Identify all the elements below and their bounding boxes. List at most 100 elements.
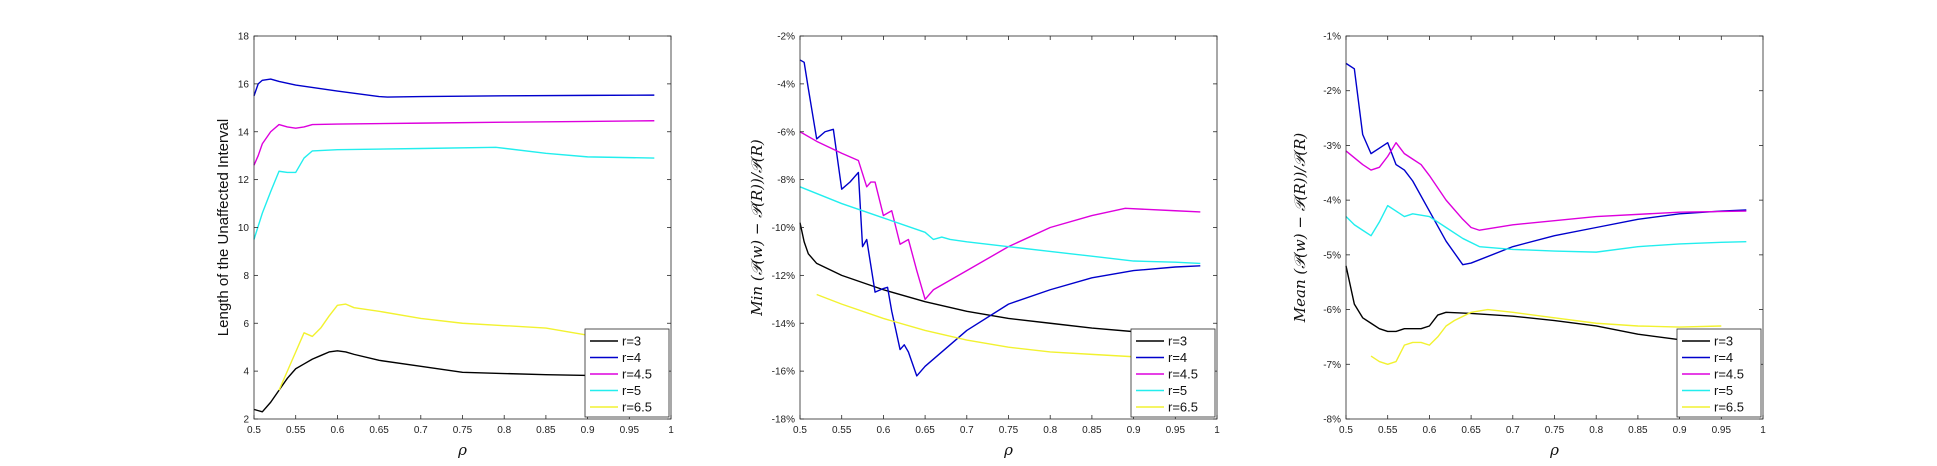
x-tick-label: 0.6 <box>876 425 890 436</box>
legend-entry-label: r=6.5 <box>1168 400 1198 415</box>
y-tick-label: -12% <box>772 271 795 282</box>
x-tick-label: 0.85 <box>536 425 556 436</box>
x-tick-label: 0.8 <box>1043 425 1057 436</box>
legend-entry-label: r=4.5 <box>1168 367 1198 382</box>
x-tick-label: 0.95 <box>620 425 640 436</box>
legend-entry-label: r=4 <box>1714 350 1733 365</box>
x-tick-label: 0.65 <box>1461 425 1481 436</box>
legend-box <box>1130 328 1216 418</box>
y-tick-label: -6% <box>777 127 795 138</box>
series-line-r-4-5 <box>253 120 655 166</box>
y-axis-label: Length of the Unaffected Interval <box>215 119 232 336</box>
y-axis-label: Min (𝒫(w) − 𝒫(R))/𝒫(R) <box>748 139 766 317</box>
legend-entry-label: r=3 <box>1168 334 1187 349</box>
series-line-r-6-5 <box>278 303 630 391</box>
legend-entry-label: r=3 <box>622 334 641 349</box>
y-tick-label: -1% <box>1323 32 1341 43</box>
x-axis-label: ρ <box>1549 441 1559 459</box>
x-tick-label: 1 <box>1760 425 1766 436</box>
y-tick-label: 8 <box>243 271 249 282</box>
x-tick-label: 0.75 <box>453 425 473 436</box>
series-line-r-5 <box>1345 204 1747 253</box>
y-tick-label: 18 <box>238 32 250 43</box>
x-tick-label: 0.5 <box>247 425 261 436</box>
legend-entry-label: r=6.5 <box>622 400 652 415</box>
series-line-r-4 <box>253 78 655 98</box>
x-tick-label: 0.55 <box>1378 425 1398 436</box>
legend-entry-label: r=6.5 <box>1714 400 1744 415</box>
y-axis-label: Mean (𝒫(w) − 𝒫(R))/𝒫(R) <box>1291 133 1309 324</box>
y-tick-label: -4% <box>777 79 795 90</box>
legend-entry-label: r=3 <box>1714 334 1733 349</box>
x-tick-label: 0.5 <box>793 425 807 436</box>
x-tick-label: 0.6 <box>330 425 344 436</box>
x-tick-label: 1 <box>1214 425 1220 436</box>
x-tick-label: 0.65 <box>915 425 935 436</box>
y-tick-label: -3% <box>1323 141 1341 152</box>
series-line-r-4 <box>799 59 1201 377</box>
legend-entry-label: r=5 <box>1168 383 1187 398</box>
x-tick-label: 0.7 <box>1506 425 1520 436</box>
x-axis-label: ρ <box>457 441 467 459</box>
x-tick-label: 0.9 <box>1127 425 1141 436</box>
x-tick-label: 0.5 <box>1339 425 1353 436</box>
y-tick-label: -2% <box>777 32 795 43</box>
y-tick-label: 6 <box>243 319 249 330</box>
y-tick-label: -5% <box>1323 250 1341 261</box>
legend-entry-label: r=5 <box>1714 383 1733 398</box>
x-tick-label: 0.85 <box>1628 425 1648 436</box>
x-tick-label: 0.75 <box>999 425 1019 436</box>
legend-entry-label: r=4 <box>1168 350 1187 365</box>
x-tick-label: 0.7 <box>960 425 974 436</box>
series-line-r-4 <box>1345 62 1747 266</box>
legend-entry-label: r=4.5 <box>1714 367 1744 382</box>
y-tick-label: -7% <box>1323 360 1341 371</box>
series-line-r-3 <box>253 350 655 413</box>
legend-entry-label: r=4.5 <box>622 367 652 382</box>
chart-panel-length: 0.5 0.55 0.6 0.65 0.7 0.75 0.8 0.85 0.9 0.95 12468… <box>215 32 674 460</box>
y-tick-label: -16% <box>772 367 795 378</box>
x-tick-label: 0.8 <box>1589 425 1603 436</box>
y-tick-label: -2% <box>1323 86 1341 97</box>
y-tick-label: 16 <box>238 79 250 90</box>
x-tick-label: 0.8 <box>497 425 511 436</box>
legend-box <box>584 328 670 418</box>
series-line-r-4-5 <box>1345 141 1747 231</box>
x-tick-label: 0.85 <box>1082 425 1102 436</box>
legend-entry-label: r=4 <box>622 350 641 365</box>
x-tick-label: 1 <box>668 425 674 436</box>
x-tick-label: 0.55 <box>832 425 852 436</box>
series-line-r-6-5 <box>1370 308 1722 365</box>
chart-panel-min: 0.5 0.55 0.6 0.65 0.7 0.75 0.8 0.85 0.9 0.95 1 -18%… <box>748 32 1220 460</box>
legend: r=3r=4 r=4.5r=5 r=6.5 <box>1676 328 1762 418</box>
series-line-r-3 <box>799 222 1201 336</box>
legend: r=3r=4 r=4.5r=5 r=6.5 <box>584 328 670 418</box>
x-axis-label: ρ <box>1003 441 1013 459</box>
series-line-r-6-5 <box>816 293 1176 360</box>
x-tick-label: 0.75 <box>1545 425 1565 436</box>
y-tick-label: 10 <box>238 223 250 234</box>
legend-entry-label: r=5 <box>622 383 641 398</box>
y-tick-label: -8% <box>1323 415 1341 426</box>
series-line-r-3 <box>1345 265 1747 345</box>
y-tick-label: 4 <box>243 367 249 378</box>
y-tick-label: -6% <box>1323 305 1341 316</box>
x-tick-label: 0.9 <box>1673 425 1687 436</box>
chart-panel-mean: 0.5 0.55 0.6 0.65 0.7 0.75 0.8 0.85 0.9 0.95 1 -8% -… <box>1291 32 1766 460</box>
x-tick-label: 0.95 <box>1166 425 1186 436</box>
y-tick-label: -10% <box>772 223 795 234</box>
x-tick-label: 0.65 <box>369 425 389 436</box>
y-tick-label: -8% <box>777 175 795 186</box>
x-tick-label: 0.55 <box>286 425 306 436</box>
x-tick-label: 0.6 <box>1422 425 1436 436</box>
y-tick-label: -14% <box>772 319 795 330</box>
y-tick-label: -4% <box>1323 196 1341 207</box>
series-line-r-5 <box>253 146 655 240</box>
y-tick-label: 12 <box>238 175 250 186</box>
legend-box <box>1676 328 1762 418</box>
x-tick-label: 0.9 <box>581 425 595 436</box>
x-tick-label: 0.7 <box>414 425 428 436</box>
y-tick-label: -18% <box>772 415 795 426</box>
y-tick-label: 2 <box>243 415 249 426</box>
